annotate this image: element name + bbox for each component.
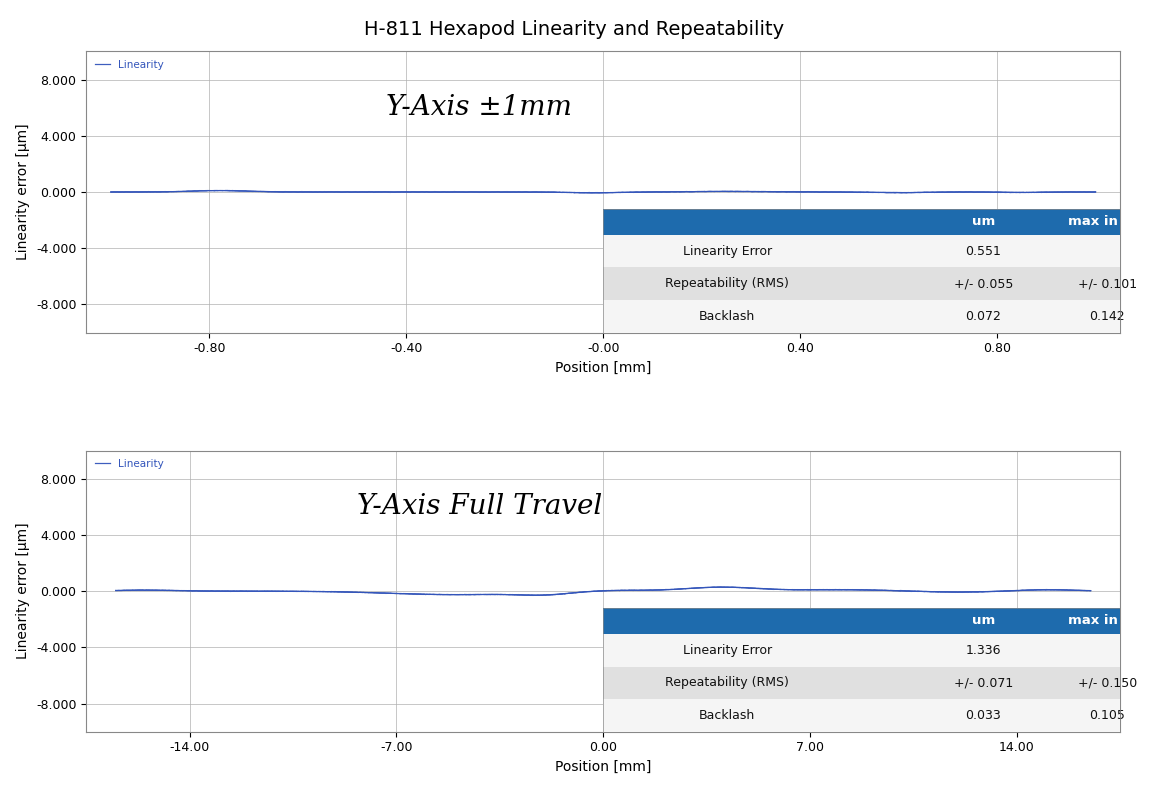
FancyBboxPatch shape (603, 300, 1120, 332)
Text: Repeatability (RMS): Repeatability (RMS) (665, 277, 789, 290)
Text: Repeatability (RMS): Repeatability (RMS) (665, 676, 789, 689)
Legend: Linearity: Linearity (92, 57, 168, 73)
FancyBboxPatch shape (603, 699, 1120, 732)
FancyBboxPatch shape (603, 209, 1120, 235)
Text: H-811 Hexapod Linearity and Repeatability: H-811 Hexapod Linearity and Repeatabilit… (364, 20, 785, 39)
Linearity (765, 187, 779, 196)
Legend: Linearity: Linearity (92, 456, 168, 472)
Linearity (702, 583, 716, 592)
Linearity (951, 587, 965, 596)
Text: 0.142: 0.142 (1089, 310, 1125, 323)
Text: 1.336: 1.336 (965, 644, 1001, 657)
Text: +/- 0.150: +/- 0.150 (1078, 676, 1138, 689)
Linearity (358, 187, 372, 197)
FancyBboxPatch shape (603, 235, 1120, 267)
Text: Y-Axis ±1mm: Y-Axis ±1mm (386, 94, 572, 121)
Linearity (587, 188, 601, 198)
Text: um: um (972, 615, 995, 627)
FancyBboxPatch shape (603, 267, 1120, 300)
FancyBboxPatch shape (603, 608, 1120, 634)
Linearity (109, 586, 123, 596)
Linearity (716, 582, 730, 592)
Linearity (849, 187, 863, 197)
Y-axis label: Linearity error [µm]: Linearity error [µm] (16, 523, 30, 660)
Linearity (552, 187, 565, 197)
Text: Backlash: Backlash (700, 709, 755, 722)
Text: +/- 0.071: +/- 0.071 (954, 676, 1013, 689)
Linearity (103, 187, 117, 197)
Text: 0.072: 0.072 (965, 310, 1001, 323)
Y-axis label: Linearity error [µm]: Linearity error [µm] (16, 123, 30, 260)
Text: +/- 0.101: +/- 0.101 (1078, 277, 1136, 290)
Linearity (213, 186, 226, 195)
FancyBboxPatch shape (603, 634, 1120, 667)
Linearity (677, 584, 691, 593)
Linearity (280, 187, 294, 197)
Linearity (1089, 187, 1103, 197)
Linearity (687, 187, 701, 196)
Linearity (1084, 586, 1097, 596)
Text: Linearity Error: Linearity Error (683, 644, 772, 657)
Text: um: um (972, 215, 995, 229)
Linearity (850, 585, 864, 595)
Linearity (169, 586, 183, 596)
Text: 0.551: 0.551 (965, 244, 1001, 258)
X-axis label: Position [mm]: Position [mm] (555, 361, 651, 375)
FancyBboxPatch shape (603, 667, 1120, 699)
Linearity (732, 583, 746, 592)
Text: max in um: max in um (1069, 215, 1147, 229)
Text: max in um: max in um (1069, 615, 1147, 627)
Text: +/- 0.055: +/- 0.055 (954, 277, 1013, 290)
Text: Backlash: Backlash (700, 310, 755, 323)
Text: 0.033: 0.033 (965, 709, 1001, 722)
Text: Y-Axis Full Travel: Y-Axis Full Travel (356, 494, 602, 520)
X-axis label: Position [mm]: Position [mm] (555, 760, 651, 774)
Line: Linearity: Linearity (116, 587, 1090, 595)
Text: Linearity Error: Linearity Error (683, 244, 772, 258)
Line: Linearity: Linearity (110, 191, 1096, 193)
Text: 0.105: 0.105 (1089, 709, 1125, 722)
Linearity (529, 590, 542, 600)
